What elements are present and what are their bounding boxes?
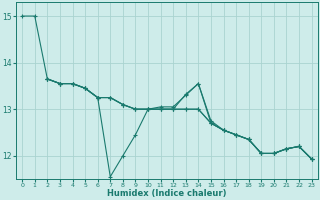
X-axis label: Humidex (Indice chaleur): Humidex (Indice chaleur) (107, 189, 227, 198)
